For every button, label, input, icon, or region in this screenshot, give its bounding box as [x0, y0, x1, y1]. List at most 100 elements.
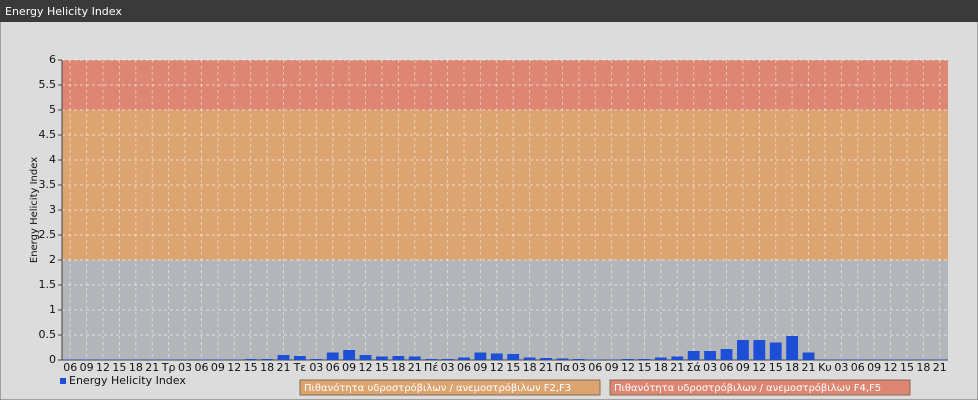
bar — [474, 352, 487, 360]
bar — [737, 340, 749, 360]
x-tick-label: 06 — [588, 361, 602, 374]
legend-label: Energy Helicity Index — [69, 374, 186, 387]
x-tick-label: 09 — [736, 361, 750, 374]
y-tick-label: 5.5 — [39, 78, 57, 91]
band-legend-label: Πιθανότητα υδροστρόβιλων / ανεμοστρόβιλω… — [614, 382, 881, 394]
bar — [129, 359, 142, 360]
x-tick-label: 12 — [752, 361, 766, 374]
x-tick-label: 18 — [523, 361, 537, 374]
y-tick-label: 4.5 — [39, 128, 57, 141]
x-tick-label: 15 — [769, 361, 783, 374]
x-tick-label: 09 — [80, 361, 94, 374]
bar — [507, 354, 520, 360]
bar — [359, 355, 372, 360]
x-tick-label: 21 — [539, 361, 553, 374]
bar — [294, 356, 306, 360]
band-legend-box — [299, 379, 601, 396]
band-legend-box — [609, 379, 911, 396]
y-axis-label: Energy Helicity Index — [29, 157, 40, 263]
bar — [589, 359, 602, 360]
panel-title: Energy Helicity Index — [5, 5, 122, 18]
bar — [671, 356, 684, 360]
bar — [720, 349, 733, 360]
x-tick-label: 21 — [277, 361, 291, 374]
y-tick-label: 6 — [49, 53, 56, 66]
y-tick-label: 2 — [49, 253, 56, 266]
bar — [261, 359, 273, 360]
bar — [540, 358, 552, 360]
bar — [113, 359, 126, 360]
x-tick-label: 03 — [572, 361, 586, 374]
x-tick-label: 06 — [194, 361, 208, 374]
x-tick-label: 18 — [129, 361, 143, 374]
x-tick-label: 21 — [408, 361, 422, 374]
bar — [769, 342, 782, 360]
y-tick-label: 3.5 — [39, 178, 57, 191]
bar — [146, 359, 159, 360]
x-tick-label: 12 — [884, 361, 898, 374]
x-tick-label: 12 — [227, 361, 241, 374]
x-tick-label: 15 — [506, 361, 520, 374]
bar — [408, 356, 421, 360]
bar — [572, 359, 585, 360]
x-tick-label: 12 — [490, 361, 504, 374]
x-tick-label: 09 — [605, 361, 619, 374]
bar — [851, 359, 864, 360]
y-tick-label: 5 — [49, 103, 56, 116]
x-tick-label: 09 — [473, 361, 487, 374]
x-tick-label: 15 — [900, 361, 914, 374]
bar — [211, 359, 224, 360]
bar — [786, 336, 799, 360]
x-tick-label: Τε — [293, 361, 307, 374]
x-tick-label: 15 — [375, 361, 389, 374]
x-tick-label: 12 — [96, 361, 110, 374]
bar — [80, 359, 93, 360]
x-tick-label: 06 — [851, 361, 865, 374]
bar — [343, 350, 356, 360]
x-tick-label: 18 — [916, 361, 930, 374]
x-tick-label: Πέ — [424, 361, 438, 374]
x-tick-label: 15 — [637, 361, 651, 374]
x-tick-label: 06 — [326, 361, 340, 374]
x-tick-label: 15 — [112, 361, 126, 374]
bar — [753, 340, 766, 360]
header-bar — [0, 0, 978, 22]
x-tick-label: 06 — [720, 361, 734, 374]
bar — [277, 355, 290, 360]
bar — [179, 359, 191, 360]
x-tick-label: 09 — [211, 361, 225, 374]
x-tick-label: 18 — [654, 361, 668, 374]
bar — [933, 359, 946, 360]
x-tick-label: 03 — [441, 361, 455, 374]
bar — [97, 359, 109, 360]
x-tick-label: 09 — [867, 361, 881, 374]
band-legend-label: Πιθανότητα υδροστρόβιλων / ανεμοστρόβιλω… — [304, 382, 571, 394]
bar — [490, 353, 503, 360]
bar — [654, 357, 667, 360]
bar — [228, 359, 241, 360]
bar — [605, 359, 618, 360]
y-tick-label: 2.5 — [39, 228, 57, 241]
y-tick-label: 0.5 — [39, 328, 57, 341]
x-tick-label: 12 — [359, 361, 373, 374]
y-tick-label: 4 — [49, 153, 56, 166]
x-tick-label: Πα — [555, 361, 571, 374]
bar — [244, 359, 257, 360]
y-tick-label: 1 — [49, 303, 56, 316]
bar — [425, 359, 438, 360]
bar — [523, 357, 536, 360]
x-tick-label: 06 — [457, 361, 471, 374]
x-tick-label: 09 — [342, 361, 356, 374]
x-tick-label: 03 — [703, 361, 717, 374]
bar — [326, 352, 339, 360]
x-tick-label: 21 — [145, 361, 159, 374]
bar — [884, 359, 897, 360]
bar — [901, 359, 913, 360]
bar — [819, 359, 831, 360]
bar — [392, 356, 405, 360]
bar — [704, 351, 716, 360]
x-tick-label: 21 — [933, 361, 947, 374]
x-tick-label: 03 — [834, 361, 848, 374]
y-tick-label: 0 — [49, 353, 56, 366]
